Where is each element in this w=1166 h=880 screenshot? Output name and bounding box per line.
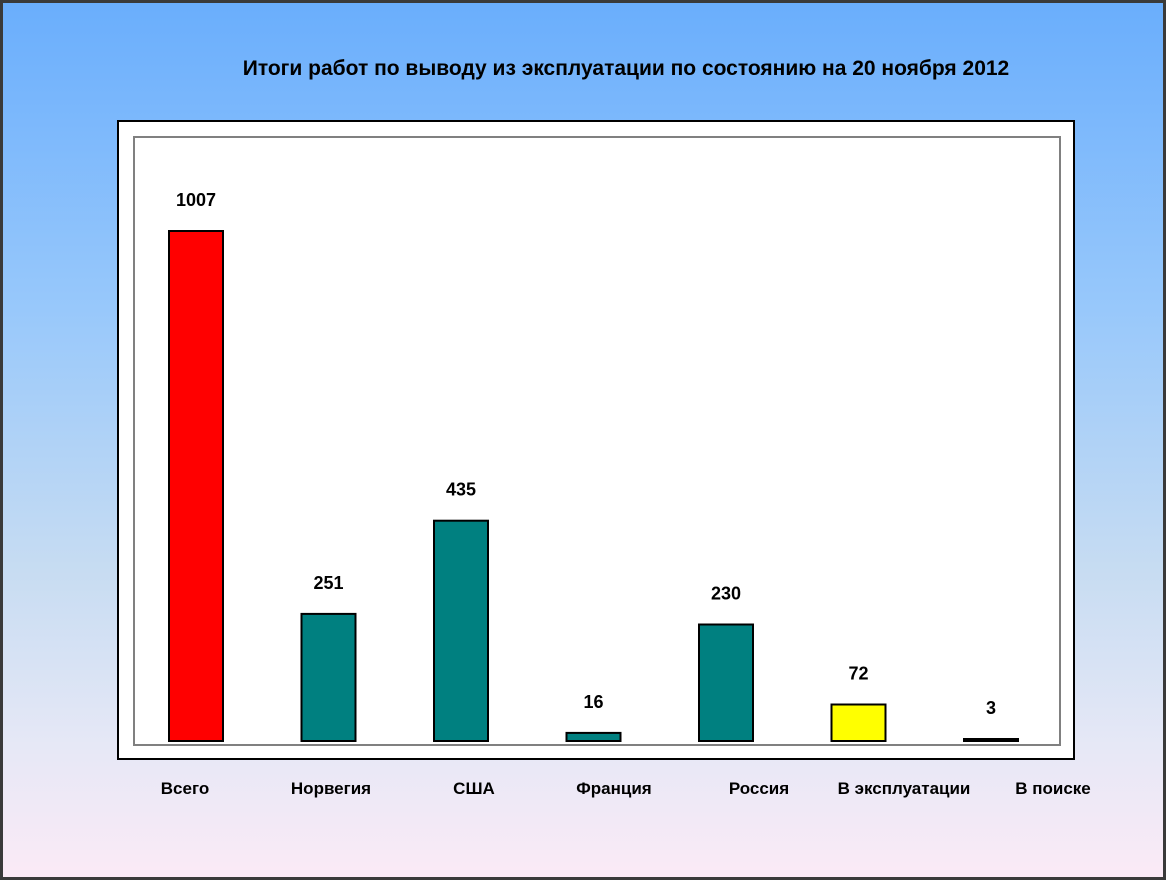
category-label-3: США — [453, 779, 495, 798]
plot-area — [133, 136, 1061, 746]
bar-7 — [963, 738, 1019, 742]
bar-4 — [565, 731, 622, 743]
chart-title: Итоги работ по выводу из эксплуатации по… — [242, 57, 1010, 80]
data-label-5: 230 — [711, 584, 741, 604]
bar-6 — [830, 703, 887, 742]
category-label-5: Россия — [729, 779, 789, 798]
bar-3 — [433, 519, 489, 743]
category-label-4: Франция — [576, 779, 651, 798]
category-label-6: В эксплуатации — [838, 779, 971, 798]
data-label-7: 3 — [986, 698, 996, 718]
data-label-4: 16 — [583, 692, 603, 712]
data-label-1: 1007 — [176, 190, 216, 210]
bar-1 — [168, 230, 224, 742]
data-label-3: 435 — [446, 480, 476, 500]
category-label-1: Всего — [161, 779, 209, 798]
bar-5 — [698, 623, 754, 742]
category-label-7: В поиске — [1015, 779, 1091, 798]
bar-2 — [300, 612, 357, 743]
data-label-2: 251 — [313, 573, 343, 593]
category-label-2: Норвегия — [291, 779, 371, 798]
data-label-6: 72 — [848, 664, 868, 684]
